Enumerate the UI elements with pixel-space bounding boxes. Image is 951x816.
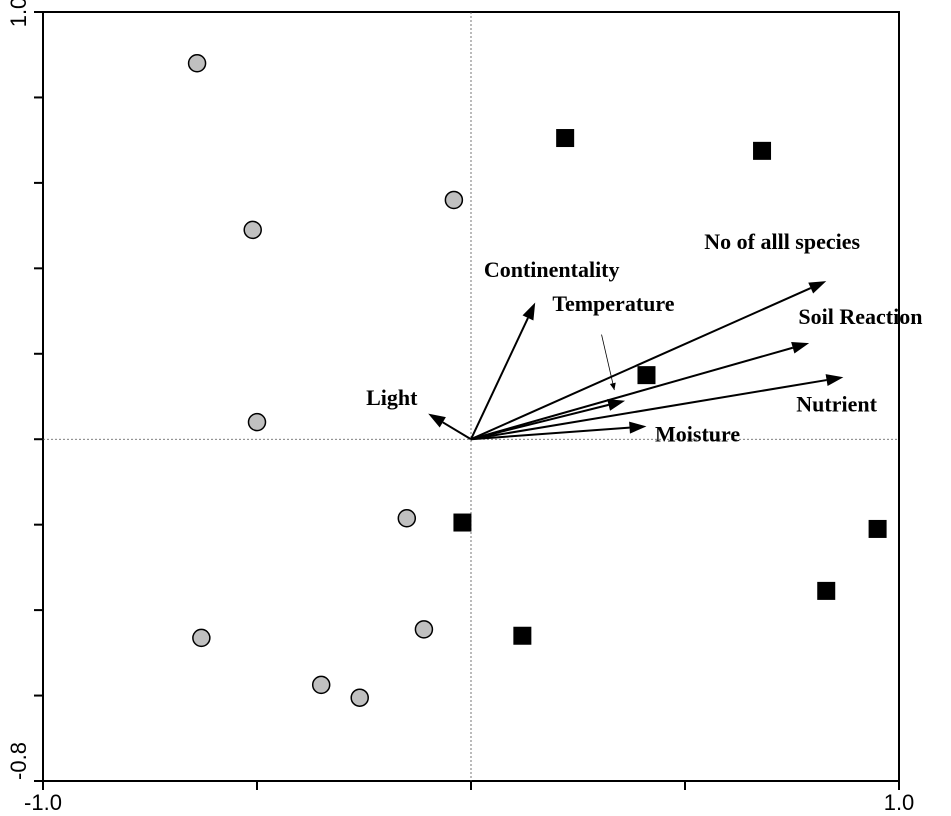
y-tick-label-max: 1.0	[6, 0, 31, 27]
vector-arrow-2	[470, 374, 844, 441]
circle-point-6	[192, 628, 211, 648]
square-point-0	[556, 129, 575, 148]
x-tick-label-min: -1.0	[24, 790, 62, 815]
square-point-4	[868, 519, 887, 538]
square-point-3	[453, 513, 472, 532]
vector-label-3: Moisture	[655, 421, 740, 446]
x-tick-label-max: 1.0	[884, 790, 915, 815]
vector-label-1: Soil Reaction	[798, 304, 922, 329]
circle-point-5	[414, 620, 434, 639]
circle-point-2	[247, 412, 267, 432]
vector-label-4: Temperature	[552, 291, 674, 316]
axis-ticks	[34, 11, 900, 790]
vector-label-6: Light	[366, 385, 418, 410]
circle-point-8	[350, 688, 369, 707]
square-point-2	[637, 366, 656, 385]
square-point-5	[817, 581, 836, 600]
vector-label-5: Continentality	[484, 257, 620, 282]
vector-arrow-1	[470, 341, 810, 441]
circle-point-3	[444, 190, 464, 210]
vector-arrow-4	[470, 399, 626, 441]
vector-arrow-3	[470, 421, 647, 441]
sample-points	[187, 54, 887, 707]
vector-arrow-6	[428, 413, 472, 441]
temperature-leader	[601, 334, 616, 391]
y-tick-label-min: -0.8	[6, 742, 31, 780]
square-point-1	[753, 141, 772, 160]
circle-point-0	[187, 54, 207, 73]
circle-point-4	[397, 509, 417, 528]
vector-arrow-0	[470, 281, 827, 441]
vector-label-0: No of alll species	[704, 229, 860, 254]
circle-point-7	[311, 675, 331, 695]
vector-arrow-5	[470, 302, 536, 440]
environmental-vectors	[428, 281, 844, 441]
circle-point-1	[243, 220, 262, 240]
square-point-6	[513, 626, 532, 645]
vector-labels: No of alll species Soil Reaction Nutrient M…	[366, 229, 922, 446]
vector-label-2: Nutrient	[796, 391, 877, 416]
